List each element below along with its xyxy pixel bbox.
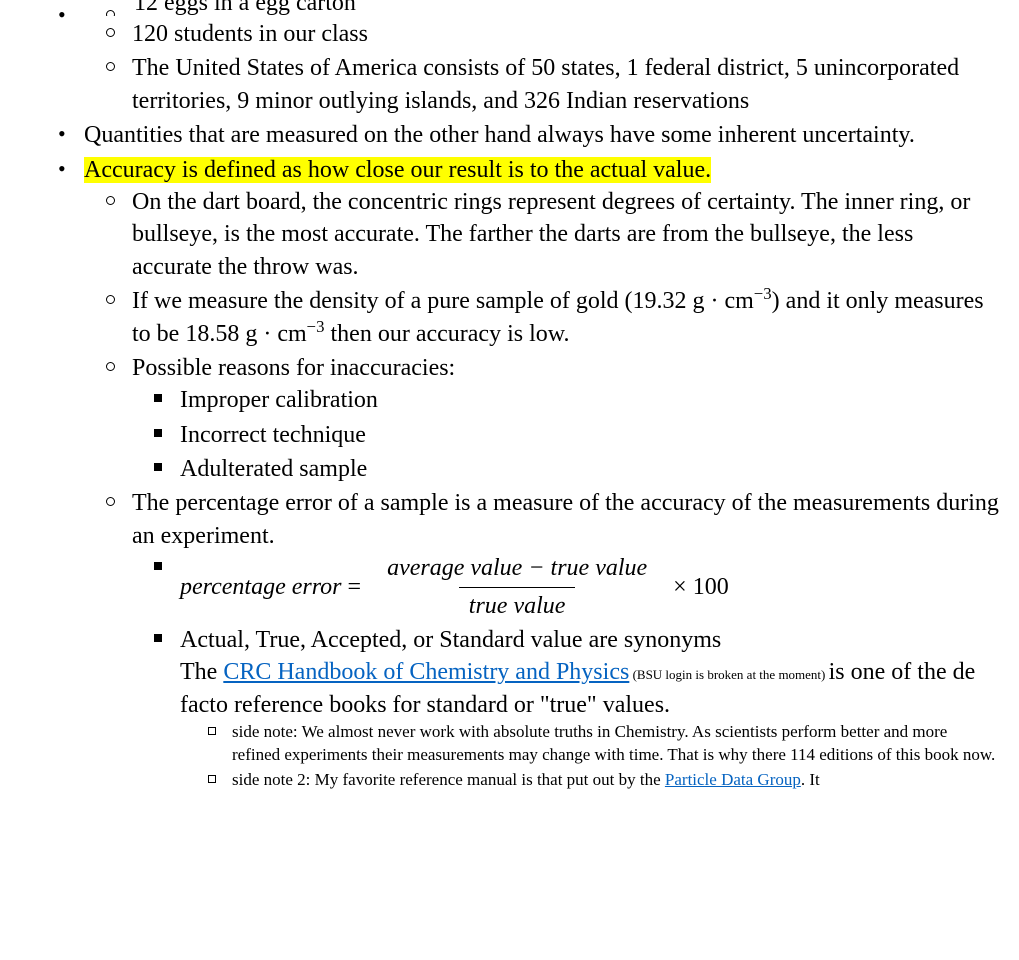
list-item: side note: We almost never work with abs… <box>208 721 999 767</box>
list-item: The percentage error of a sample is a me… <box>104 487 999 791</box>
bullet-list-level2: On the dart board, the concentric rings … <box>84 186 999 791</box>
pdg-link[interactable]: Particle Data Group <box>665 770 801 789</box>
text: The percentage error of a sample is a me… <box>132 490 999 548</box>
text: Quantities that are measured on the othe… <box>84 122 915 148</box>
list-item: Actual, True, Accepted, or Standard valu… <box>152 624 999 791</box>
text: Possible reasons for inaccuracies: <box>132 355 455 381</box>
formula-lhs: percentage error <box>180 571 342 603</box>
list-item: Quantities that are measured on the othe… <box>54 119 999 151</box>
times-sign: × <box>673 571 687 603</box>
text: side note 2: My favorite reference manua… <box>232 770 820 789</box>
list-item: Adulterated sample <box>152 453 999 485</box>
list-item: On the dart board, the concentric rings … <box>104 186 999 283</box>
crc-handbook-link[interactable]: CRC Handbook of Chemistry and Physics <box>223 659 629 685</box>
bullet-list-level1: 12 eggs in a egg carton 120 students in … <box>0 0 999 791</box>
text: If we measure the density of a pure samp… <box>132 288 984 346</box>
denominator: true value <box>459 587 576 622</box>
list-item-cutoff: 12 eggs in a egg carton <box>104 0 999 16</box>
list-item: The United States of America consists of… <box>104 52 999 117</box>
text: 120 students in our class <box>132 21 368 47</box>
formula: percentage error = average value − true … <box>180 552 999 622</box>
text: Incorrect technique <box>180 422 366 448</box>
list-item: Improper calibration <box>152 384 999 416</box>
text: Actual, True, Accepted, or Standard valu… <box>180 627 721 653</box>
numerator: average value − true value <box>377 552 657 586</box>
list-item: Accuracy is defined as how close our res… <box>54 154 999 792</box>
list-item: Incorrect technique <box>152 419 999 451</box>
text: The CRC Handbook of Chemistry and Physic… <box>180 659 975 717</box>
highlighted-text: Accuracy is defined as how close our res… <box>84 157 711 183</box>
bullet-list-level3: Improper calibration Incorrect technique… <box>132 384 999 485</box>
text: Improper calibration <box>180 387 378 413</box>
list-item: Possible reasons for inaccuracies: Impro… <box>104 352 999 486</box>
list-item: If we measure the density of a pure samp… <box>104 285 999 350</box>
list-item-cutoff: side note 2: My favorite reference manua… <box>208 769 999 791</box>
list-item: 120 students in our class <box>104 18 999 50</box>
equals-sign: = <box>348 571 362 603</box>
text: The United States of America consists of… <box>132 55 959 113</box>
text: On the dart board, the concentric rings … <box>132 189 970 280</box>
formula-100: 100 <box>693 571 729 603</box>
list-item-formula: percentage error = average value − true … <box>152 552 999 622</box>
text: side note: We almost never work with abs… <box>232 722 995 764</box>
text: 12 eggs in a egg carton <box>134 0 999 16</box>
bullet-list-level4: side note: We almost never work with abs… <box>180 721 999 791</box>
text: Adulterated sample <box>180 456 367 482</box>
fraction: average value − true value true value <box>377 552 657 622</box>
bullet-list-level3: percentage error = average value − true … <box>132 552 999 791</box>
bsu-note: (BSU login is broken at the moment) <box>629 667 828 682</box>
